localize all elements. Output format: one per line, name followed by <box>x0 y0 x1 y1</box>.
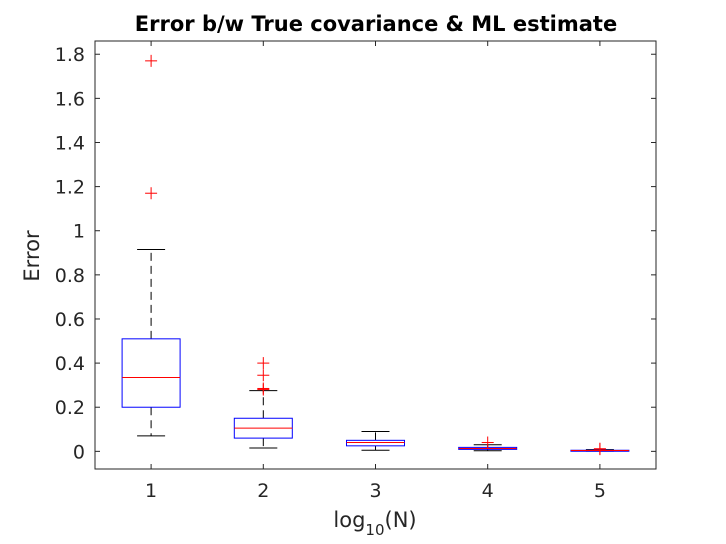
y-tick-label: 1.6 <box>55 88 85 110</box>
x-axis-title: log10(N) <box>333 508 416 539</box>
outlier-point <box>257 382 270 395</box>
box-4 <box>458 436 518 452</box>
y-tick-label: 0.2 <box>55 397 85 419</box>
plot-frame <box>94 40 657 470</box>
y-tick-label: 0 <box>73 441 85 463</box>
y-tick-label: 0.6 <box>55 309 85 331</box>
x-tick-label: 2 <box>257 480 269 502</box>
x-tick-label: 1 <box>145 480 157 502</box>
x-tick-label: 3 <box>369 480 381 502</box>
box-iqr <box>346 439 405 447</box>
outlier-point <box>593 442 606 455</box>
x-axis-ticks: 1 2 3 4 5 <box>145 41 606 502</box>
y-tick-label: 1.4 <box>55 132 85 154</box>
box-3 <box>346 430 405 451</box>
box-iqr <box>121 338 181 408</box>
outlier-point <box>145 54 158 67</box>
y-tick-label: 1.8 <box>55 44 85 66</box>
y-tick-label: 1.2 <box>55 177 85 199</box>
box-2 <box>233 357 293 449</box>
box-1 <box>121 54 181 437</box>
y-tick-label: 1 <box>73 221 85 243</box>
x-tick-label: 5 <box>594 480 606 502</box>
y-tick-label: 0.4 <box>55 353 85 375</box>
x-axis-title-subscript: 10 <box>365 521 384 539</box>
plot-area <box>94 40 657 470</box>
x-tick-label: 4 <box>482 480 494 502</box>
y-axis-ticks: 0 0.2 0.4 0.6 0.8 1 1.2 1.4 1.6 1.8 <box>55 44 656 463</box>
outlier-point <box>257 357 270 370</box>
outlier-point <box>145 187 158 200</box>
y-axis-title: Error <box>20 230 44 282</box>
outlier-point <box>257 369 270 382</box>
y-tick-label: 0.8 <box>55 265 85 287</box>
x-axis-title-suffix: (N) <box>385 508 417 532</box>
x-axis-title-base: log <box>333 508 365 532</box>
outlier-point <box>481 436 494 449</box>
box-series <box>121 54 630 456</box>
box-5 <box>570 442 630 456</box>
chart-title: Error b/w True covariance & ML estimate <box>135 12 617 36</box>
